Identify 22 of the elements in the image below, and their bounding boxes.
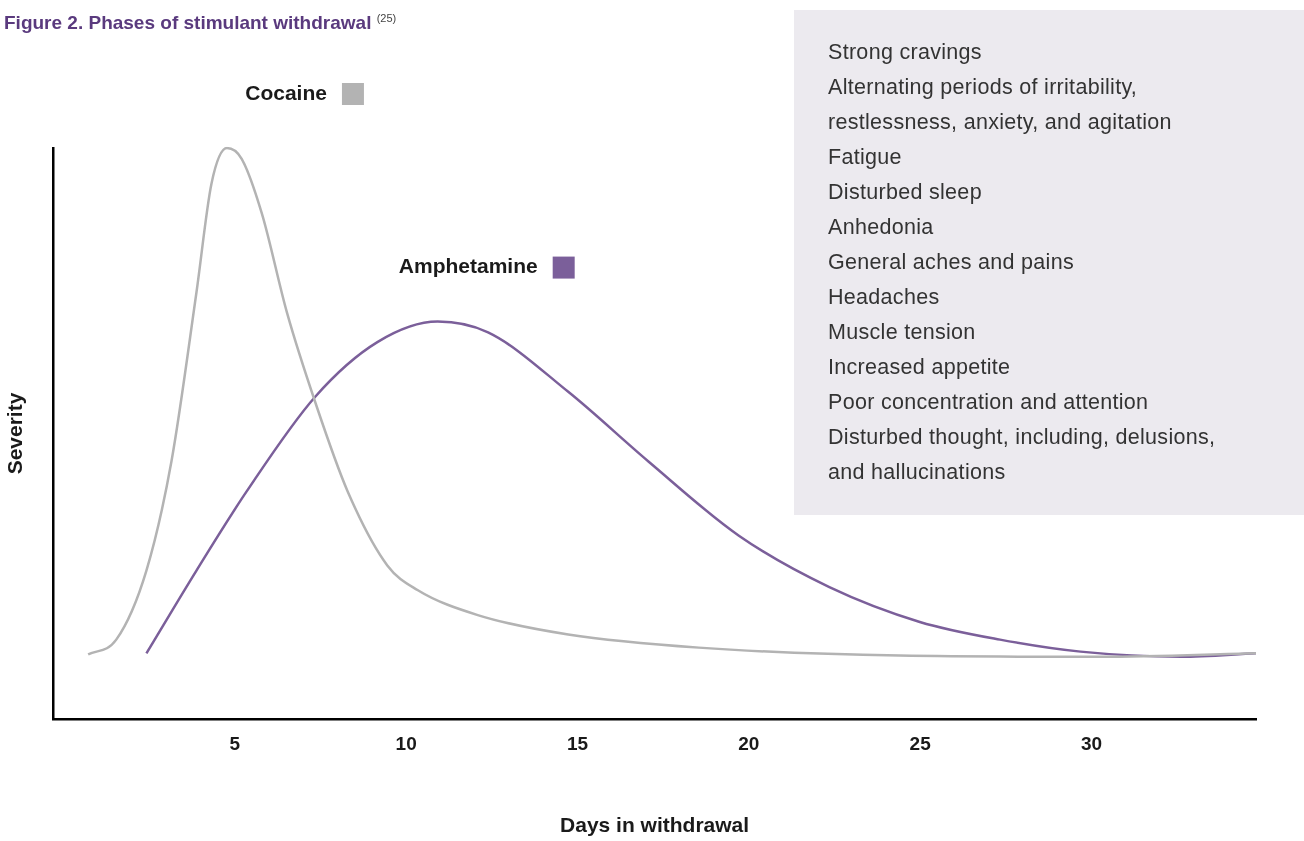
x-axis-title: Days in withdrawal	[560, 813, 750, 837]
legend-label: Amphetamine	[398, 254, 538, 278]
text: Strong cravings	[828, 40, 982, 64]
x-tick-label: 30	[1080, 732, 1103, 754]
y-axis-title: Severity	[3, 392, 27, 475]
x-tick-label: 20	[738, 732, 760, 754]
annotation: Increased appetite	[828, 354, 1012, 381]
annotation: Muscle tension	[828, 319, 977, 346]
x-tick-label: 5	[229, 732, 241, 754]
annotation: Headaches	[828, 284, 941, 311]
annotation: Disturbed thought, including, delusions, and hallucinations	[828, 424, 1217, 486]
annotation: Disturbed sleep	[828, 179, 983, 206]
x-tick-label: 25	[909, 732, 932, 754]
annotation: Fatigue	[828, 144, 903, 171]
x-tick-label: 10	[395, 732, 417, 754]
text: Alternating periods of irritability, restlessness, anxiety, and agitation	[828, 75, 1172, 134]
chart-title: Figure 2. Phases of stimulant withdrawal $^{(25)}$	[4, 12, 397, 35]
legend-label: Cocaine	[245, 80, 327, 104]
x-tick-label: 15	[566, 732, 589, 754]
annotation: Poor concentration and attention	[828, 389, 1150, 416]
annotation: General aches and pains	[828, 249, 1075, 276]
annotation: Anhedonia	[828, 214, 935, 241]
